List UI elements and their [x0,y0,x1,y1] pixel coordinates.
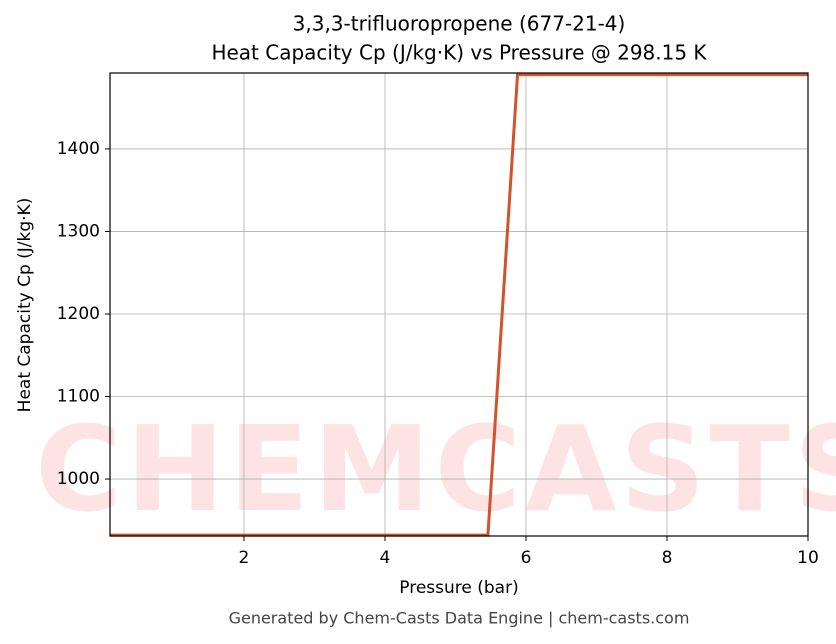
x-axis-label: Pressure (bar) [399,578,518,598]
chart-title: 3,3,3-trifluoropropene (677-21-4) [293,12,626,36]
data-line [110,73,808,537]
x-tick-label: 2 [239,548,250,568]
x-tick-label: 4 [380,548,391,568]
footer: Generated by Chem-Casts Data Engine | ch… [229,609,690,628]
y-tick-label: 1000 [57,469,100,489]
y-axis-label: Heat Capacity Cp (J/kg·K) [15,198,35,413]
y-tick-label: 1100 [57,387,100,407]
x-tick-label: 6 [521,548,532,568]
chart-subtitle: Heat Capacity Cp (J/kg·K) vs Pressure @ … [211,41,707,65]
plot-frame [109,72,809,537]
y-tick-label: 1300 [57,221,100,241]
x-tick-label: 10 [797,548,819,568]
watermark: CHEMCASTS [35,400,836,538]
x-tick-label: 8 [662,548,673,568]
y-tick-label: 1200 [57,304,100,324]
y-tick-label: 1400 [57,139,100,159]
